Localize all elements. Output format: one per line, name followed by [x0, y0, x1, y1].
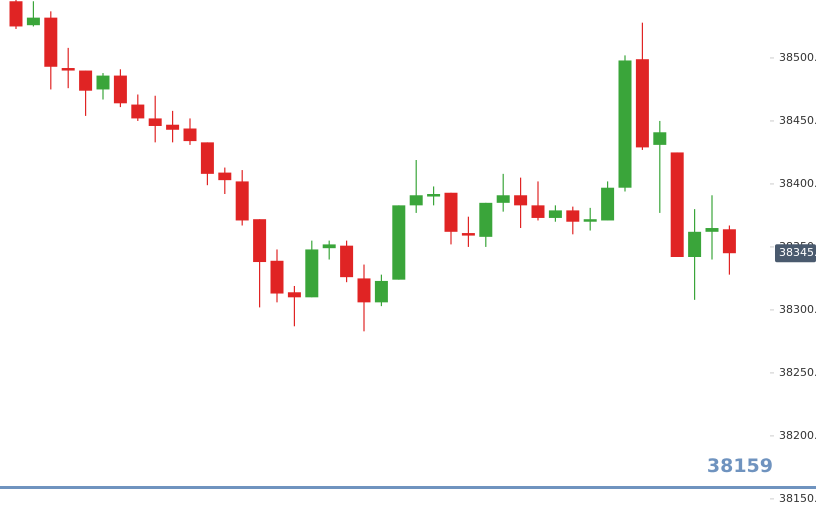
- last-price-box: [775, 244, 816, 263]
- candle-body: [374, 280, 388, 303]
- candle-body: [96, 75, 110, 90]
- candle-body: [218, 172, 232, 181]
- y-tick-label: 38250.: [779, 366, 816, 379]
- candle-body: [583, 219, 597, 222]
- y-tick-label: 38500.: [779, 51, 816, 64]
- candle-body: [44, 17, 58, 67]
- candle-body: [270, 260, 284, 294]
- candle-body: [548, 210, 562, 218]
- candle-body: [392, 205, 406, 280]
- candle-body: [26, 17, 40, 26]
- candle-body: [200, 142, 214, 174]
- candle-body: [635, 59, 649, 148]
- y-tick-label: 38150.: [779, 492, 816, 505]
- candle-body: [427, 194, 441, 197]
- candle-body: [305, 249, 319, 298]
- candle-body: [514, 195, 528, 206]
- candle-body: [670, 152, 684, 257]
- candle-body: [566, 210, 580, 222]
- candle-body: [461, 233, 475, 236]
- candle-body: [653, 132, 667, 145]
- candle-body: [496, 195, 510, 203]
- candle-body: [357, 278, 371, 303]
- candle-body: [444, 192, 458, 232]
- candle-body: [705, 228, 719, 232]
- candle-body: [79, 70, 93, 91]
- reference-label: 38159: [707, 455, 773, 477]
- candle-body: [253, 219, 267, 263]
- candle-body: [61, 68, 75, 71]
- candle-body: [287, 292, 301, 298]
- candle-body: [131, 104, 145, 119]
- y-tick-label: 38200.: [779, 429, 816, 442]
- candle-body: [722, 229, 736, 254]
- candle-body: [688, 231, 702, 257]
- candle-body: [340, 245, 354, 278]
- candle-body: [409, 195, 423, 206]
- candle-body: [166, 124, 180, 130]
- candle-body: [479, 202, 493, 237]
- y-tick-label: 38450.: [779, 114, 816, 127]
- candle-body: [113, 75, 127, 104]
- candle-body: [322, 244, 336, 249]
- y-tick-label: 38300.: [779, 303, 816, 316]
- last-price-label: 38345.: [779, 246, 816, 259]
- candle-body: [235, 181, 249, 221]
- candle-body: [183, 128, 197, 142]
- candle-body: [601, 187, 615, 221]
- candle-body: [618, 60, 632, 188]
- y-tick-label: 38400.: [779, 177, 816, 190]
- candle-body: [9, 1, 23, 27]
- candle-body: [148, 118, 162, 126]
- candle-body: [531, 205, 545, 218]
